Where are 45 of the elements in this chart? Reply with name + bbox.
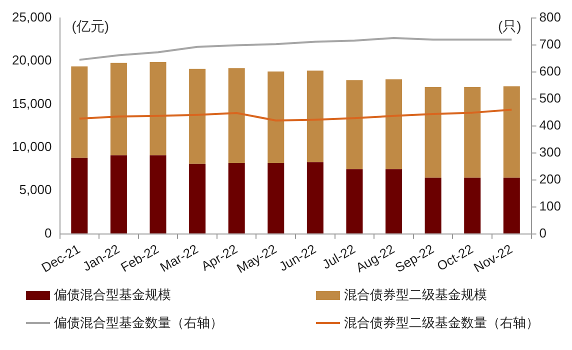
bar [464, 87, 481, 178]
bar [346, 80, 363, 170]
legend-label: 偏债混合型基金数量（右轴） [54, 314, 223, 332]
y2-tick-label: 100 [539, 198, 562, 214]
y-tick-label: 15,000 [12, 96, 52, 111]
bar [464, 178, 481, 234]
legend-label: 偏债混合型基金规模 [54, 286, 171, 304]
bar [268, 163, 284, 234]
bar [503, 178, 520, 234]
y-tick-label: 5,000 [19, 182, 52, 198]
y-tick-label: 0 [44, 225, 52, 240]
bar [386, 169, 402, 234]
y-axis-title: (亿元) [72, 18, 110, 34]
y-tick-label: 25,000 [12, 10, 52, 25]
y2-tick-label: 600 [539, 64, 562, 79]
bar [110, 155, 127, 234]
bar [386, 79, 402, 170]
bar [306, 162, 324, 234]
bar [150, 62, 166, 156]
bar [71, 158, 88, 234]
legend-label: 混合债券型二级基金数量（右轴） [344, 314, 539, 332]
y2-axis-title: (只) [498, 18, 522, 34]
bar [503, 86, 520, 178]
bar [189, 68, 206, 164]
y2-tick-label: 300 [539, 144, 562, 160]
bar [228, 163, 245, 234]
bar [71, 66, 88, 158]
y2-tick-label: 500 [539, 90, 562, 106]
bar [424, 178, 442, 234]
y2-tick-label: 200 [539, 171, 562, 186]
bar [228, 68, 245, 164]
y2-tick-label: 800 [539, 10, 562, 25]
y-tick-label: 10,000 [12, 139, 52, 154]
y2-tick-label: 400 [539, 117, 562, 132]
bar [306, 70, 324, 162]
y2-tick-label: 700 [539, 36, 562, 52]
bar [110, 62, 127, 156]
legend-label: 混合债券型二级基金规模 [344, 286, 487, 304]
bar [346, 169, 363, 234]
bar [424, 87, 442, 178]
bar [150, 155, 166, 234]
bar [189, 164, 206, 234]
bar [268, 72, 284, 164]
y-tick-label: 20,000 [12, 52, 52, 68]
y2-tick-label: 0 [539, 225, 547, 240]
